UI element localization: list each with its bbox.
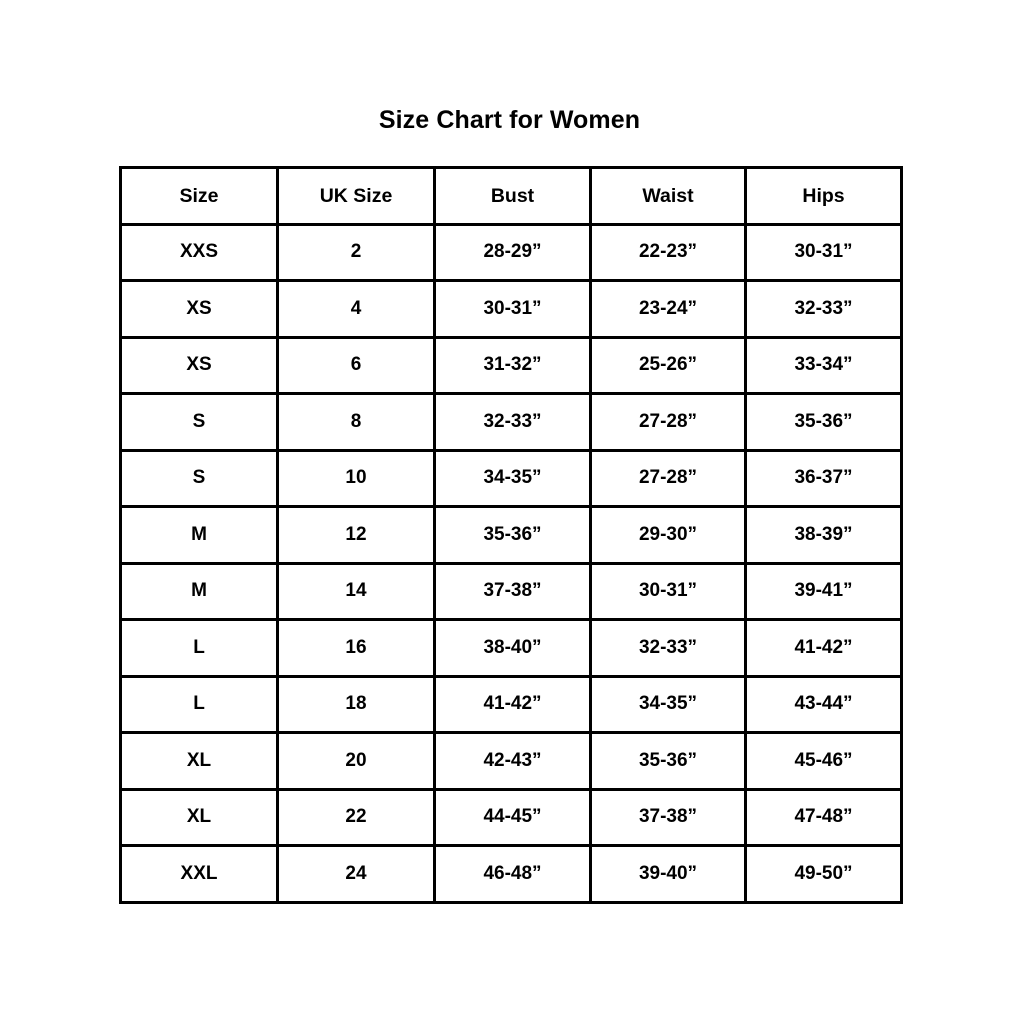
cell-size: XS: [119, 279, 279, 339]
cell-bust: 42-43”: [433, 731, 592, 791]
cell-uk: 20: [276, 731, 436, 791]
table-body: XXS 2 28-29” 22-23” 30-31” XS 4 30-31” 2…: [119, 222, 903, 904]
size-chart-table: Size UK Size Bust Waist Hips XXS 2 28-29…: [119, 166, 903, 904]
cell-hips: 33-34”: [744, 335, 903, 395]
cell-bust: 31-32”: [433, 335, 592, 395]
cell-size: M: [119, 561, 279, 621]
table-row: XL 22 44-45” 37-38” 47-48”: [119, 787, 903, 847]
cell-waist: 29-30”: [589, 505, 747, 565]
cell-waist: 34-35”: [589, 674, 747, 734]
table-row: S 10 34-35” 27-28” 36-37”: [119, 448, 903, 508]
cell-waist: 25-26”: [589, 335, 747, 395]
cell-bust: 46-48”: [433, 844, 592, 904]
cell-waist: 37-38”: [589, 787, 747, 847]
cell-bust: 28-29”: [433, 222, 592, 282]
table-row: M 12 35-36” 29-30” 38-39”: [119, 505, 903, 565]
cell-waist: 27-28”: [589, 392, 747, 452]
column-header-waist: Waist: [589, 166, 747, 226]
cell-bust: 41-42”: [433, 674, 592, 734]
cell-uk: 18: [276, 674, 436, 734]
cell-hips: 43-44”: [744, 674, 903, 734]
cell-bust: 32-33”: [433, 392, 592, 452]
cell-waist: 22-23”: [589, 222, 747, 282]
cell-size: S: [119, 448, 279, 508]
cell-bust: 37-38”: [433, 561, 592, 621]
cell-uk: 22: [276, 787, 436, 847]
table-header: Size UK Size Bust Waist Hips: [119, 166, 903, 226]
cell-bust: 38-40”: [433, 618, 592, 678]
cell-size: XS: [119, 335, 279, 395]
column-header-size: Size: [119, 166, 279, 226]
cell-size: S: [119, 392, 279, 452]
column-header-bust: Bust: [433, 166, 592, 226]
cell-waist: 30-31”: [589, 561, 747, 621]
cell-hips: 36-37”: [744, 448, 903, 508]
cell-hips: 38-39”: [744, 505, 903, 565]
cell-uk: 24: [276, 844, 436, 904]
cell-waist: 23-24”: [589, 279, 747, 339]
cell-waist: 39-40”: [589, 844, 747, 904]
cell-size: XXS: [119, 222, 279, 282]
cell-hips: 41-42”: [744, 618, 903, 678]
cell-uk: 12: [276, 505, 436, 565]
cell-hips: 35-36”: [744, 392, 903, 452]
cell-hips: 30-31”: [744, 222, 903, 282]
cell-hips: 47-48”: [744, 787, 903, 847]
cell-size: XL: [119, 731, 279, 791]
cell-uk: 8: [276, 392, 436, 452]
cell-waist: 32-33”: [589, 618, 747, 678]
cell-hips: 39-41”: [744, 561, 903, 621]
column-header-hips: Hips: [744, 166, 903, 226]
table-row: XXL 24 46-48” 39-40” 49-50”: [119, 844, 903, 904]
table-row: M 14 37-38” 30-31” 39-41”: [119, 561, 903, 621]
cell-uk: 14: [276, 561, 436, 621]
table-row: XL 20 42-43” 35-36” 45-46”: [119, 731, 903, 791]
column-header-uk-size: UK Size: [276, 166, 436, 226]
cell-size: XL: [119, 787, 279, 847]
table-row: XS 6 31-32” 25-26” 33-34”: [119, 335, 903, 395]
cell-uk: 2: [276, 222, 436, 282]
cell-bust: 35-36”: [433, 505, 592, 565]
table-row: S 8 32-33” 27-28” 35-36”: [119, 392, 903, 452]
cell-size: M: [119, 505, 279, 565]
cell-hips: 32-33”: [744, 279, 903, 339]
table-row: L 16 38-40” 32-33” 41-42”: [119, 618, 903, 678]
cell-uk: 16: [276, 618, 436, 678]
cell-bust: 30-31”: [433, 279, 592, 339]
cell-size: L: [119, 674, 279, 734]
cell-uk: 4: [276, 279, 436, 339]
table-row: L 18 41-42” 34-35” 43-44”: [119, 674, 903, 734]
cell-bust: 44-45”: [433, 787, 592, 847]
table-row: XS 4 30-31” 23-24” 32-33”: [119, 279, 903, 339]
cell-bust: 34-35”: [433, 448, 592, 508]
cell-waist: 27-28”: [589, 448, 747, 508]
cell-uk: 6: [276, 335, 436, 395]
cell-hips: 49-50”: [744, 844, 903, 904]
cell-hips: 45-46”: [744, 731, 903, 791]
cell-size: L: [119, 618, 279, 678]
page-title: Size Chart for Women: [378, 106, 641, 134]
cell-uk: 10: [276, 448, 436, 508]
cell-waist: 35-36”: [589, 731, 747, 791]
table-row: XXS 2 28-29” 22-23” 30-31”: [119, 222, 903, 282]
table-header-row: Size UK Size Bust Waist Hips: [119, 166, 903, 226]
cell-size: XXL: [119, 844, 279, 904]
